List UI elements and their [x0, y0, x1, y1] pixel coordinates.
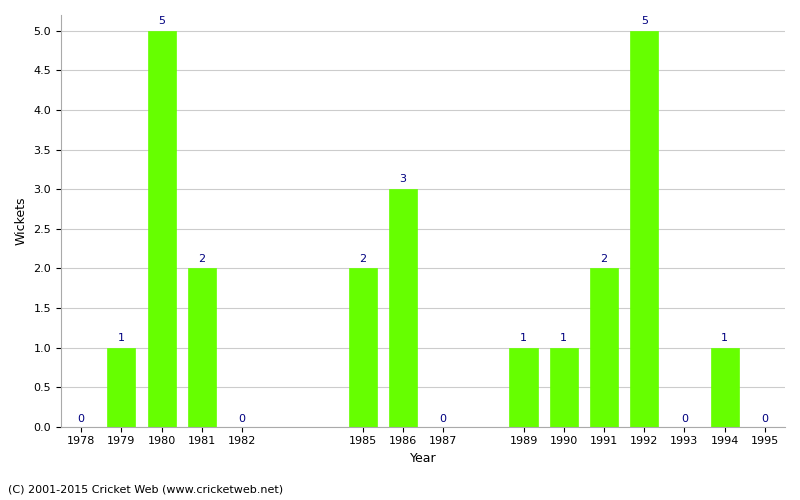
Text: 2: 2	[601, 254, 607, 264]
Text: 1: 1	[721, 333, 728, 343]
Text: 1: 1	[118, 333, 125, 343]
Bar	[107, 348, 135, 426]
Text: 5: 5	[641, 16, 648, 26]
Y-axis label: Wickets: Wickets	[15, 196, 28, 245]
Bar	[188, 268, 216, 426]
Text: 0: 0	[762, 414, 768, 424]
Text: 1: 1	[560, 333, 567, 343]
Bar	[630, 31, 658, 426]
X-axis label: Year: Year	[410, 452, 436, 465]
Text: 3: 3	[399, 174, 406, 184]
Bar	[349, 268, 377, 426]
Text: 0: 0	[681, 414, 688, 424]
Text: 0: 0	[78, 414, 85, 424]
Text: 1: 1	[520, 333, 527, 343]
Text: 5: 5	[158, 16, 165, 26]
Bar	[510, 348, 538, 426]
Text: 0: 0	[440, 414, 446, 424]
Bar	[389, 189, 417, 426]
Text: 2: 2	[359, 254, 366, 264]
Bar	[590, 268, 618, 426]
Text: 2: 2	[198, 254, 206, 264]
Text: (C) 2001-2015 Cricket Web (www.cricketweb.net): (C) 2001-2015 Cricket Web (www.cricketwe…	[8, 485, 283, 495]
Text: 0: 0	[238, 414, 246, 424]
Bar	[550, 348, 578, 426]
Bar	[147, 31, 176, 426]
Bar	[710, 348, 738, 426]
